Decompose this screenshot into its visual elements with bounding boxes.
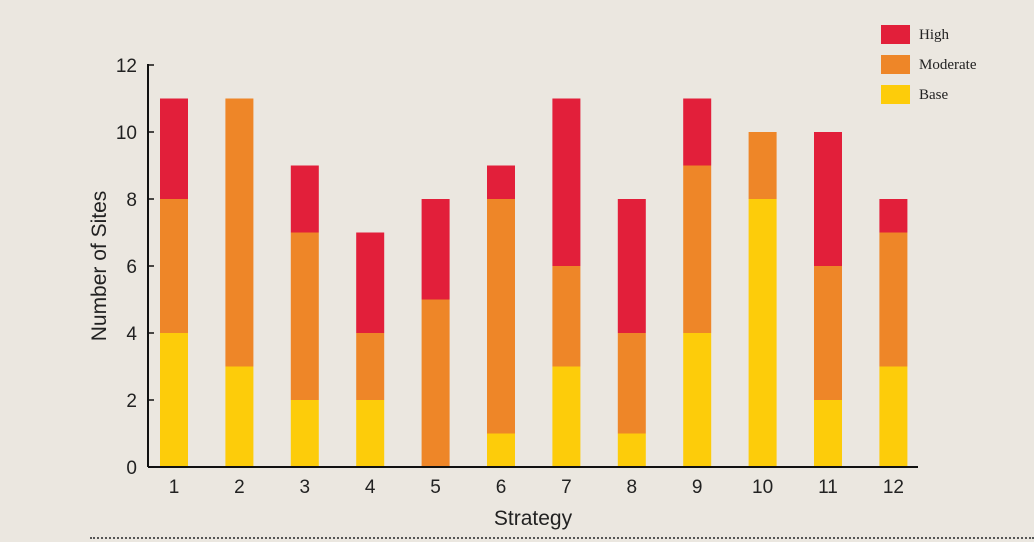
bar-high-strategy-4 xyxy=(356,232,385,333)
y-tick-label: 0 xyxy=(126,458,137,479)
bar-moderate-strategy-11 xyxy=(814,266,842,400)
bar-high-strategy-5 xyxy=(421,199,450,300)
bar-base-strategy-12 xyxy=(879,366,908,467)
bar-base-strategy-8 xyxy=(617,433,646,467)
bar-high-strategy-7 xyxy=(552,98,581,266)
y-tick-label: 12 xyxy=(116,56,137,77)
legend-swatch-base xyxy=(881,85,910,104)
x-ticks-layer: 1 2 3 4 5 6 7 8 9 10 11 12 xyxy=(169,477,904,498)
bar-moderate-strategy-8 xyxy=(617,333,646,434)
x-axis-title: Strategy xyxy=(494,507,573,530)
bar-moderate-strategy-7 xyxy=(552,266,581,367)
bar-high-strategy-3 xyxy=(290,165,319,233)
x-tick-label: 7 xyxy=(561,477,572,498)
x-tick-label: 11 xyxy=(818,477,838,498)
bar-moderate-strategy-6 xyxy=(487,199,515,434)
bar-high-strategy-6 xyxy=(487,165,515,199)
x-tick-label: 8 xyxy=(627,477,638,498)
bar-base-strategy-4 xyxy=(356,400,385,467)
axes-layer xyxy=(147,64,918,468)
footer-divider xyxy=(90,537,1034,539)
bars-layer xyxy=(160,98,908,467)
x-tick-label: 2 xyxy=(234,477,245,498)
bar-high-strategy-1 xyxy=(160,98,188,199)
legend-label-high: High xyxy=(919,27,950,43)
bar-moderate-strategy-2 xyxy=(225,98,254,367)
x-tick-label: 12 xyxy=(883,477,904,498)
x-tick-label: 5 xyxy=(430,477,441,498)
legend-swatch-moderate xyxy=(881,55,910,74)
bar-base-strategy-11 xyxy=(814,400,842,467)
bar-moderate-strategy-1 xyxy=(160,199,188,333)
bar-base-strategy-7 xyxy=(552,366,581,467)
bar-high-strategy-9 xyxy=(683,98,712,166)
bar-base-strategy-6 xyxy=(487,433,515,467)
y-tick-label: 2 xyxy=(126,391,137,412)
bar-base-strategy-9 xyxy=(683,333,712,467)
bar-moderate-strategy-10 xyxy=(748,132,777,199)
y-tick-label: 4 xyxy=(126,324,137,345)
bar-high-strategy-8 xyxy=(617,199,646,333)
bar-base-strategy-1 xyxy=(160,333,188,467)
x-tick-label: 4 xyxy=(365,477,376,498)
bar-base-strategy-3 xyxy=(290,400,319,467)
y-ticks-layer: 0 2 4 6 8 10 12 xyxy=(116,56,154,479)
bar-moderate-strategy-12 xyxy=(879,232,908,367)
legend: High Moderate Base xyxy=(881,25,977,104)
y-tick-label: 6 xyxy=(126,257,137,278)
bar-moderate-strategy-9 xyxy=(683,165,712,333)
y-tick-label: 8 xyxy=(126,190,137,211)
y-axis-title: Number of Sites xyxy=(88,191,111,342)
x-tick-label: 1 xyxy=(169,477,180,498)
x-tick-label: 6 xyxy=(496,477,507,498)
x-tick-label: 3 xyxy=(300,477,311,498)
bar-high-strategy-12 xyxy=(879,199,908,233)
bar-base-strategy-2 xyxy=(225,366,254,467)
bar-moderate-strategy-4 xyxy=(356,333,385,400)
x-tick-label: 9 xyxy=(692,477,703,498)
legend-label-moderate: Moderate xyxy=(919,57,977,73)
bar-base-strategy-10 xyxy=(748,199,777,467)
y-tick-label: 10 xyxy=(116,123,137,144)
bar-moderate-strategy-5 xyxy=(421,299,450,467)
bar-high-strategy-11 xyxy=(814,132,842,266)
legend-swatch-high xyxy=(881,25,910,44)
legend-label-base: Base xyxy=(919,87,949,103)
x-tick-label: 10 xyxy=(752,477,773,498)
bar-moderate-strategy-3 xyxy=(290,232,319,400)
